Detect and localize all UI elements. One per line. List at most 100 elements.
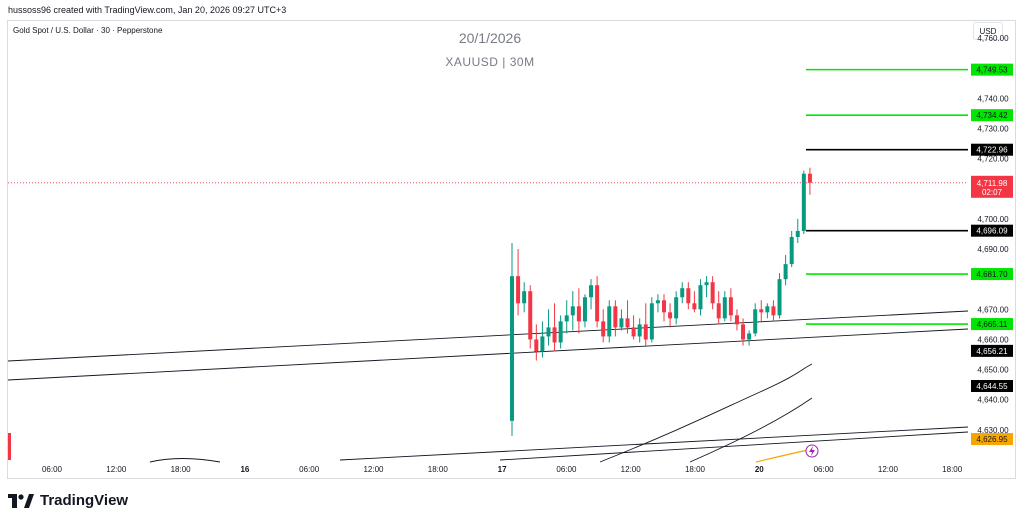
- candle: [759, 300, 764, 322]
- candle-body: [649, 303, 654, 340]
- x-tick-label: 18:00: [428, 465, 449, 474]
- candle: [807, 167, 812, 195]
- candle: [558, 315, 563, 349]
- candle: [801, 170, 806, 234]
- tradingview-brand[interactable]: TradingView: [8, 492, 128, 509]
- candle-body: [631, 327, 636, 337]
- trendline-layer: [7, 310, 969, 463]
- y-tick-label: 4,630.00: [977, 426, 1009, 435]
- x-tick-label: 17: [498, 465, 507, 474]
- candle-body: [777, 279, 782, 316]
- candle: [534, 324, 539, 361]
- candle-body: [686, 288, 691, 304]
- orange-curve: [755, 449, 809, 463]
- x-tick-label: 06:00: [814, 465, 835, 474]
- candle-body: [710, 282, 715, 304]
- candle-body: [528, 291, 533, 340]
- candle-body: [607, 306, 612, 337]
- y-tick-label: 4,690.00: [977, 245, 1009, 254]
- x-tick-label: 12:00: [363, 465, 384, 474]
- symbol-description: Gold Spot / U.S. Dollar · 30 · Peppersto…: [13, 26, 163, 35]
- candle: [516, 249, 521, 316]
- candle: [680, 282, 685, 304]
- price-tag-text: 4,644.55: [976, 382, 1008, 391]
- price-tag: 4,656.21: [971, 344, 1013, 357]
- candle: [722, 291, 727, 322]
- time-axis: 06:00 12:00 18:00 16 06:00 12:00 18:00 17 06:00 1…: [42, 444, 963, 474]
- candle-body: [668, 312, 673, 319]
- candle: [662, 294, 666, 322]
- indicator-curve: [689, 397, 813, 463]
- candle-body: [747, 333, 752, 340]
- candle: [668, 303, 673, 328]
- candle-body: [643, 324, 648, 340]
- lightning-icon: [805, 444, 819, 458]
- candle-body: [534, 339, 539, 352]
- trendline: [499, 431, 969, 461]
- indicator-curve: [149, 458, 221, 463]
- candle: [625, 300, 630, 334]
- trendline: [7, 328, 969, 381]
- candle-body: [783, 264, 788, 280]
- candle-body: [655, 300, 660, 304]
- level-price-tag-bg: [971, 143, 1013, 156]
- level-price-tag: 4,681.70: [971, 268, 1013, 281]
- candle-body: [765, 306, 770, 313]
- candle-body: [558, 321, 563, 343]
- candle-body: [716, 303, 721, 319]
- candle: [710, 276, 715, 310]
- candle-body: [698, 285, 703, 310]
- brand-name: TradingView: [40, 492, 129, 509]
- tradingview-logo-icon: [8, 493, 34, 508]
- lightning-icon-bolt: [809, 446, 815, 456]
- current-price-label: 4,711.98: [977, 179, 1008, 188]
- candle: [777, 273, 782, 319]
- level-price-tag-bg: [971, 63, 1013, 76]
- candle-body: [759, 309, 764, 313]
- candlestick-layer: [510, 167, 812, 436]
- candle-body: [576, 306, 581, 322]
- attribution-text: hussoss96 created with TradingView.com, …: [8, 5, 287, 15]
- level-price-tag-text: 4,696.09: [976, 227, 1008, 236]
- chart-frame: [7, 20, 1016, 479]
- candle-body: [552, 327, 557, 343]
- candle: [716, 291, 721, 325]
- candle-body: [522, 291, 527, 304]
- candle-body: [619, 318, 624, 328]
- candle-body: [662, 300, 666, 313]
- candle-body: [704, 282, 709, 286]
- candle: [613, 300, 618, 337]
- level-price-tag-text: 4,681.70: [976, 270, 1008, 279]
- candle: [595, 276, 600, 328]
- candle: [655, 294, 660, 313]
- candle-body: [753, 309, 758, 334]
- candle-body: [601, 321, 606, 337]
- left-edge-bar: [8, 433, 11, 460]
- countdown-label: 02:07: [982, 188, 1003, 197]
- candle: [783, 255, 788, 286]
- current-price-tag-bg: [971, 175, 1013, 198]
- candle: [795, 218, 800, 244]
- price-tag-bg: [971, 380, 1013, 393]
- candle: [753, 303, 758, 337]
- level-price-tag-text: 4,734.42: [976, 111, 1008, 120]
- x-tick-label: 06:00: [299, 465, 320, 474]
- level-price-tag-bg: [971, 268, 1013, 281]
- level-price-tag-text: 4,749.53: [976, 66, 1008, 75]
- candle-body: [570, 306, 575, 316]
- currency-button[interactable]: USD: [973, 22, 1003, 40]
- candle: [546, 309, 551, 346]
- trendline: [339, 426, 969, 461]
- candle-body: [734, 315, 739, 325]
- candle: [510, 243, 514, 436]
- candle: [649, 297, 654, 343]
- x-tick-label: 06:00: [556, 465, 577, 474]
- candle: [540, 321, 545, 358]
- y-tick-label: 4,670.00: [977, 305, 1009, 314]
- candle: [552, 303, 557, 352]
- candle: [674, 291, 679, 325]
- candle: [570, 291, 575, 331]
- x-tick-label: 18:00: [685, 465, 706, 474]
- candle: [637, 318, 642, 343]
